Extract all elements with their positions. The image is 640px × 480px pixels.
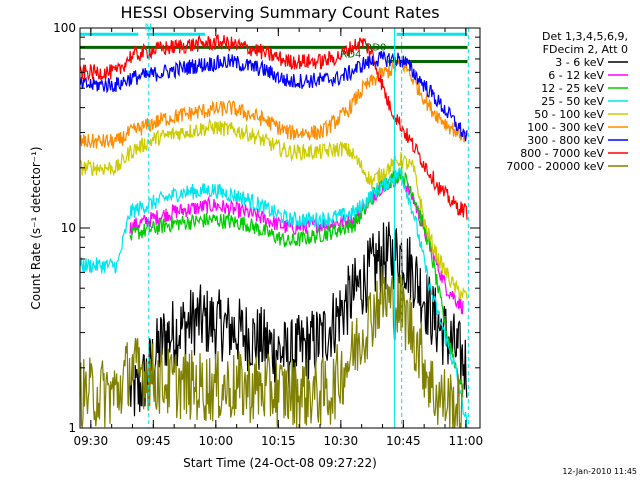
x-tick-label: 11:00	[449, 434, 484, 448]
legend-entry-label: 800 - 7000 keV	[520, 147, 604, 160]
x-tick-label: 10:00	[199, 434, 234, 448]
y-tick-label: 100	[53, 21, 76, 35]
x-tick-label: 10:45	[386, 434, 421, 448]
annotation-label: RD0	[365, 43, 386, 54]
annotation-label: RD4	[340, 50, 361, 61]
series-line-7	[79, 34, 468, 220]
legend-entry-label: 3 - 6 keV	[555, 56, 604, 69]
series-line-4	[79, 117, 468, 300]
footer-date: 12-Jan-2010 11:45	[562, 467, 637, 476]
x-tick-label: 10:15	[261, 434, 296, 448]
annotation-label: N	[145, 23, 152, 34]
legend-entry-label: 7000 - 20000 keV	[506, 160, 604, 173]
series-line-2	[129, 166, 464, 398]
x-tick-label: 09:45	[136, 434, 171, 448]
legend-header: Det 1,3,4,5,6,9,	[542, 30, 628, 43]
y-tick-label: 1	[68, 421, 76, 435]
legend-entry-label: 25 - 50 keV	[541, 95, 604, 108]
series-line-8	[79, 266, 464, 429]
legend-entry-label: 6 - 12 keV	[548, 69, 604, 82]
legend: Det 1,3,4,5,6,9,FDecim 2, Att 03 - 6 keV…	[506, 30, 628, 173]
legend-entry-label: 50 - 100 keV	[534, 108, 604, 121]
series-line-3	[79, 167, 468, 429]
legend-entry-label: 300 - 800 keV	[527, 134, 604, 147]
x-tick-label: 09:30	[74, 434, 109, 448]
annotations-layer: N RD0 RD4	[145, 23, 387, 61]
series-layer	[79, 34, 468, 429]
legend-entry-label: 100 - 300 keV	[527, 121, 604, 134]
series-line-6	[79, 51, 468, 142]
legend-header: FDecim 2, Att 0	[543, 43, 628, 56]
series-line-0	[129, 221, 468, 417]
y-axis-label: Count Rate (s⁻¹ detector⁻¹)	[29, 146, 43, 309]
x-tick-label: 10:30	[324, 434, 359, 448]
x-axis-label: Start Time (24-Oct-08 09:27:22)	[183, 456, 377, 470]
vertical-lines-layer	[148, 28, 469, 428]
chart-title: HESSI Observing Summary Count Rates	[120, 3, 439, 22]
ticks-layer: 09:30 09:45 10:00 10:15 10:30 10:45 11:00 1 10 10…	[53, 21, 483, 448]
legend-entry-label: 12 - 25 keV	[541, 82, 604, 95]
y-tick-label: 10	[61, 221, 76, 235]
